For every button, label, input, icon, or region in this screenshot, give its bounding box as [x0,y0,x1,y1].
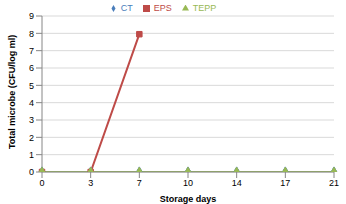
svg-text:5: 5 [29,81,34,91]
html-text:TEPP: TEPP [192,3,217,13]
svg-text:Storage days: Storage days [160,194,217,204]
html-text:EPS: EPS [153,3,172,13]
svg-text:6: 6 [29,63,34,73]
svg-text:3: 3 [88,178,93,188]
svg-text:7: 7 [29,46,34,56]
svg-text:3: 3 [29,115,34,125]
svg-text:2: 2 [29,133,34,143]
svg-text:14: 14 [232,178,242,188]
html-text:CT: CT [120,3,133,13]
svg-text:Total microbe (CFU/log ml): Total microbe (CFU/log ml) [8,35,17,149]
svg-text:8: 8 [29,29,34,39]
svg-text:0: 0 [29,167,34,177]
svg-text:0: 0 [39,178,44,188]
svg-text:9: 9 [29,11,34,21]
svg-text:4: 4 [29,98,34,108]
svg-text:1: 1 [29,150,34,160]
svg-text:17: 17 [280,178,290,188]
svg-text:21: 21 [329,178,338,188]
svg-text:7: 7 [137,178,142,188]
svg-text:10: 10 [183,178,193,188]
